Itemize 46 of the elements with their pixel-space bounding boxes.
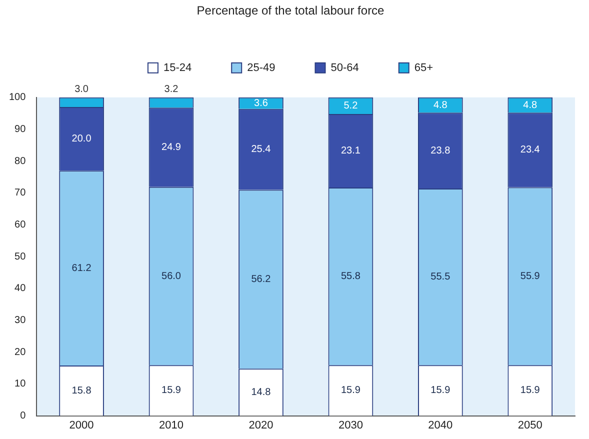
- y-tick-label: 90: [14, 124, 26, 135]
- data-label: 25.4: [251, 144, 272, 156]
- data-label: 55.9: [520, 270, 540, 282]
- y-tick-label: 20: [14, 346, 26, 358]
- data-label: 4.8: [433, 100, 448, 111]
- y-tick-label: 40: [14, 283, 26, 294]
- legend-label: 65+: [414, 62, 434, 74]
- data-label: 23.8: [430, 145, 451, 156]
- x-tick-label: 2050: [518, 419, 542, 432]
- data-label: 15.9: [430, 385, 451, 396]
- data-label: 4.8: [523, 100, 538, 111]
- data-label: 15.8: [72, 385, 92, 396]
- data-label: 24.9: [162, 142, 182, 153]
- legend-label: 15-24: [163, 62, 192, 74]
- data-label: 61.2: [72, 262, 92, 274]
- data-label: 56.2: [251, 274, 272, 285]
- y-tick-label: 50: [14, 251, 26, 262]
- chart-title: Percentage of the total labour force: [196, 4, 385, 18]
- data-label: 3.6: [254, 98, 268, 109]
- data-label: 3.2: [164, 84, 179, 96]
- data-label: 56.0: [162, 270, 182, 282]
- x-tick-label: 2010: [159, 419, 184, 432]
- data-label: 5.2: [344, 100, 358, 112]
- data-label: 55.8: [340, 271, 361, 282]
- y-tick-label: 0: [20, 410, 26, 422]
- data-label: 3.0: [74, 84, 89, 96]
- y-tick-label: 70: [14, 188, 26, 199]
- data-label: 23.4: [520, 144, 540, 156]
- data-label: 15.9: [340, 385, 361, 396]
- y-tick-label: 10: [14, 378, 26, 390]
- legend-label: 50-64: [330, 62, 359, 74]
- data-label: 15.9: [520, 385, 540, 396]
- x-tick-label: 2000: [69, 419, 94, 432]
- x-tick-label: 2030: [338, 419, 363, 432]
- y-tick-label: 80: [14, 156, 26, 167]
- data-label: 23.1: [340, 145, 361, 156]
- data-label: 55.5: [430, 272, 451, 283]
- data-label: 20.0: [72, 134, 92, 145]
- y-tick-label: 60: [14, 220, 26, 231]
- legend-label: 25-49: [247, 62, 276, 74]
- data-label: 14.8: [251, 386, 272, 398]
- data-label: 15.9: [162, 385, 182, 396]
- y-tick-label: 30: [14, 315, 26, 326]
- x-tick-label: 2020: [248, 419, 274, 432]
- y-tick-label: 100: [8, 92, 26, 104]
- x-tick-label: 2040: [428, 419, 453, 432]
